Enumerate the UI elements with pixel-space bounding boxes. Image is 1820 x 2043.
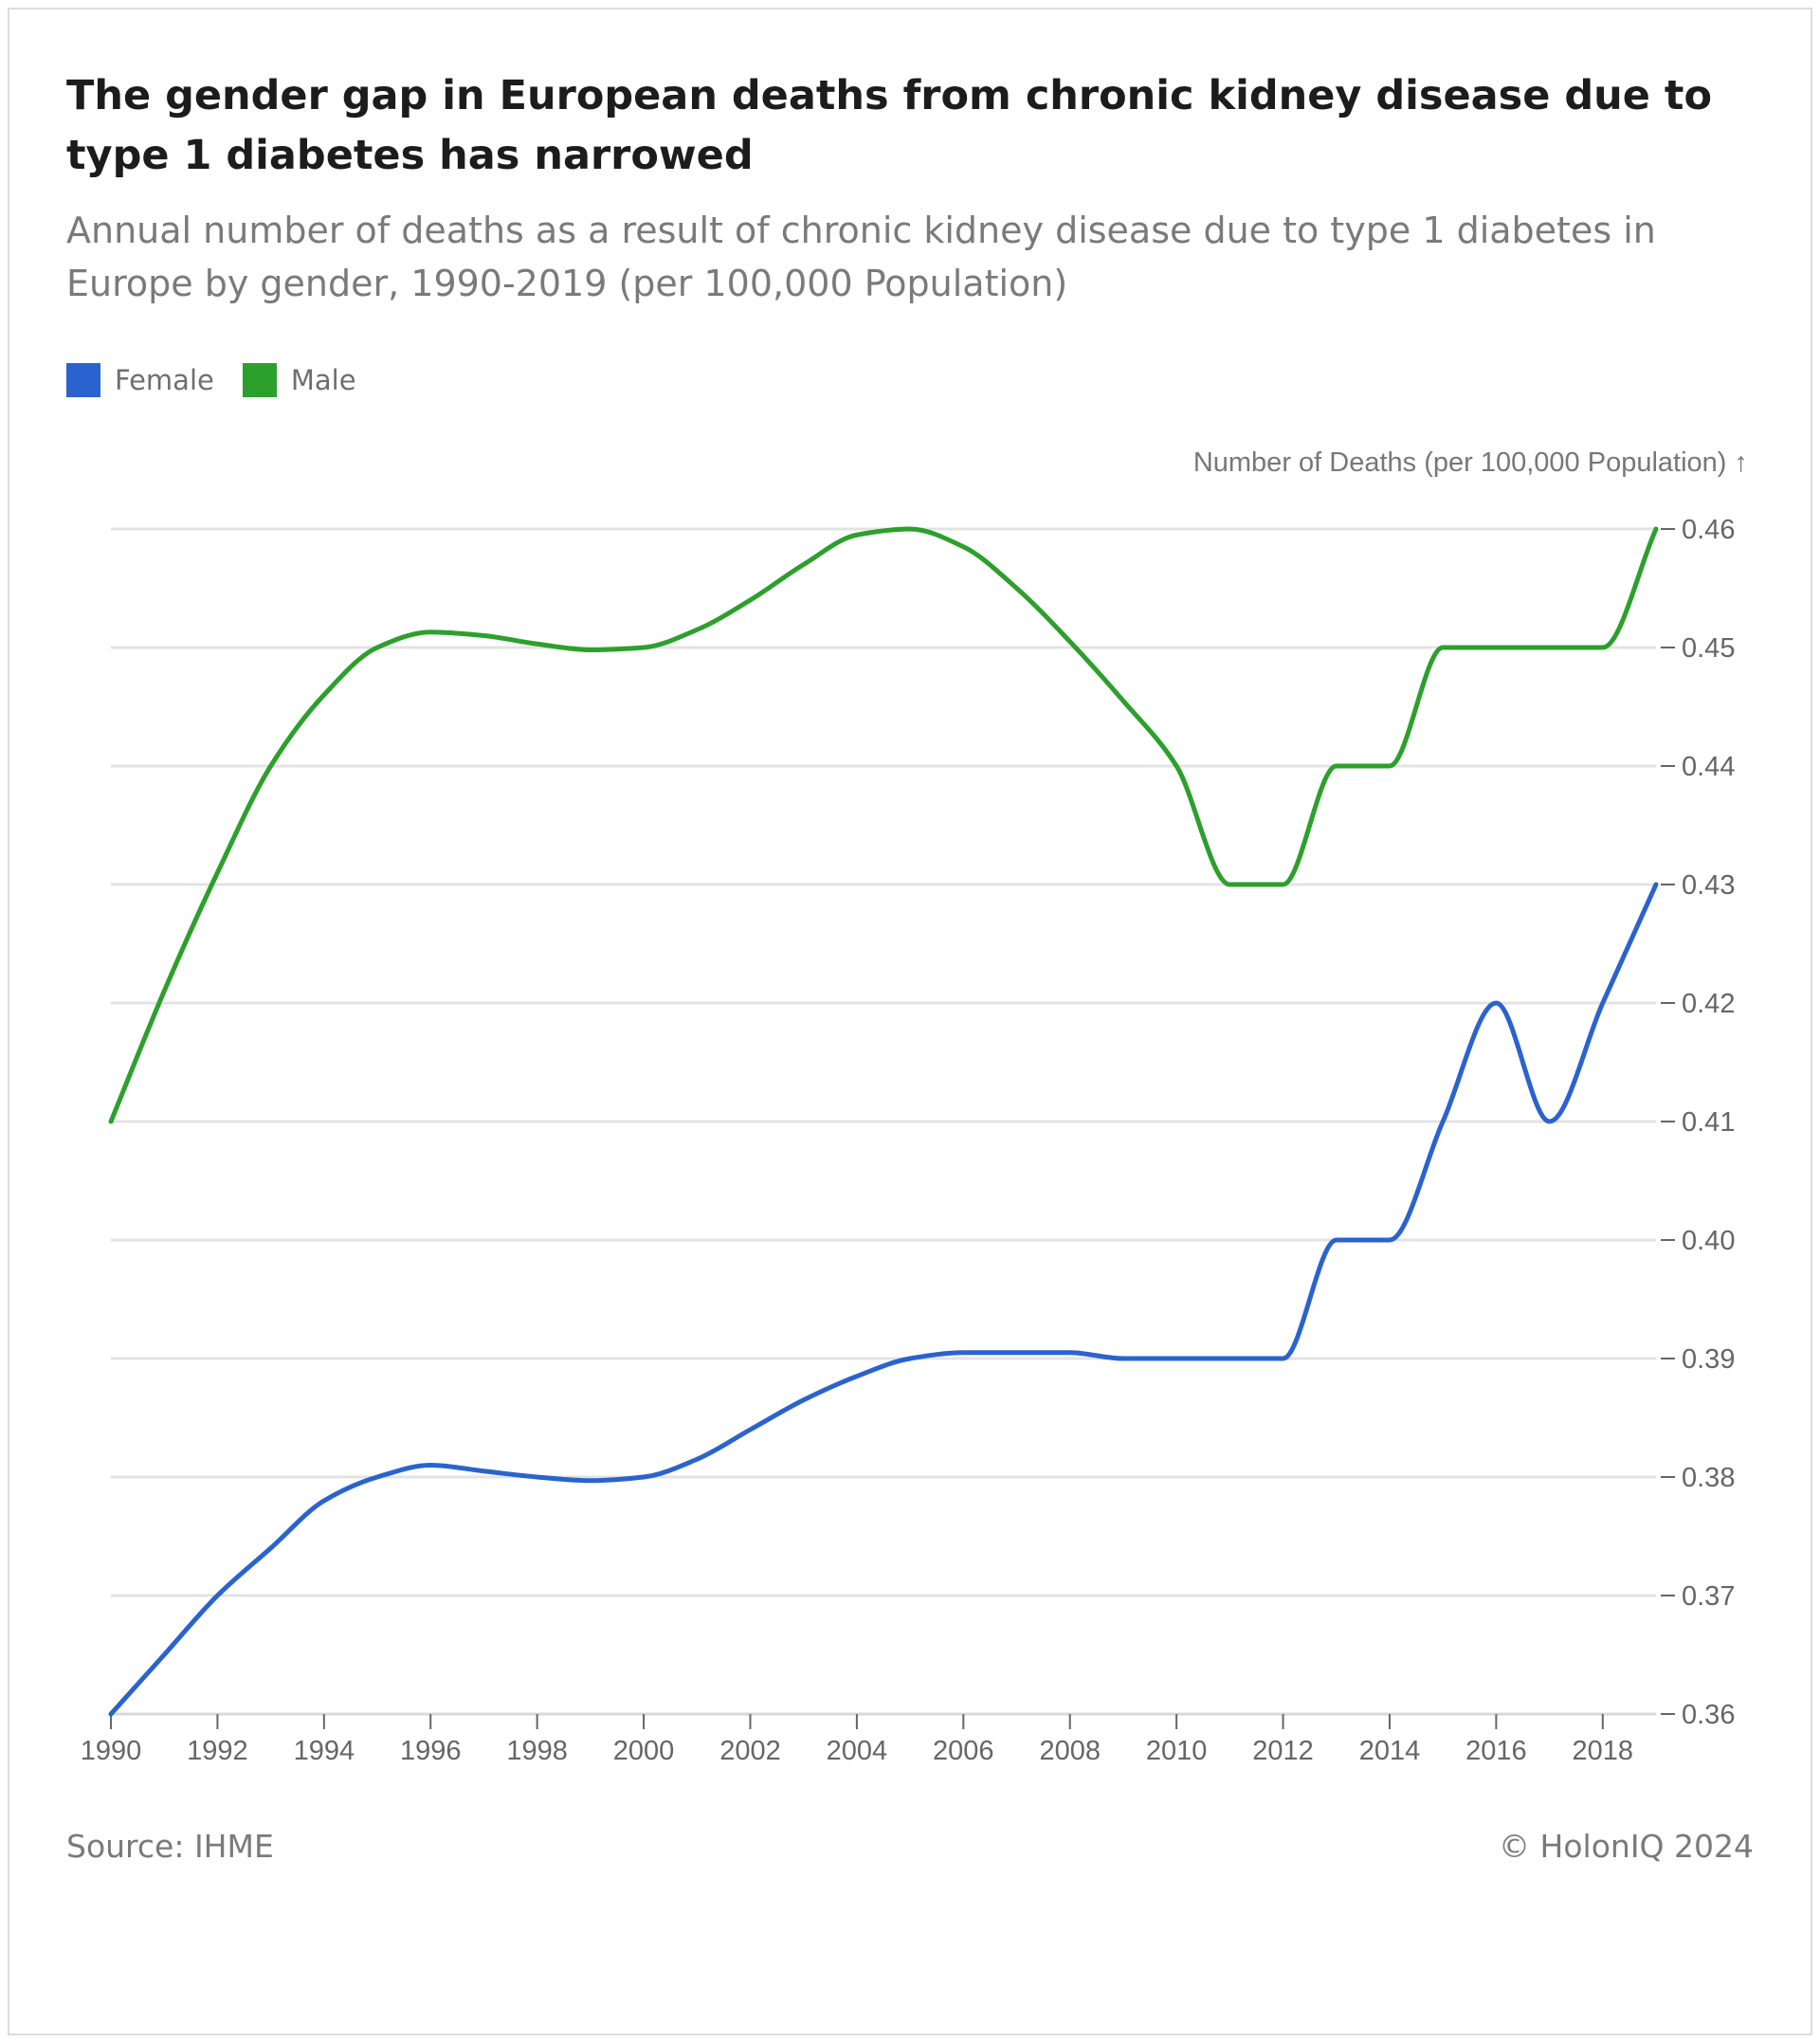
legend-swatch-female — [66, 363, 100, 397]
legend-label-female: Female — [115, 364, 214, 396]
y-tick-label: 0.46 — [1682, 515, 1735, 545]
y-tick-label: 0.36 — [1682, 1700, 1735, 1730]
y-axis-title: Number of Deaths (per 100,000 Population… — [1192, 447, 1748, 478]
y-tick-label: 0.38 — [1682, 1463, 1735, 1493]
x-tick-label: 2008 — [1039, 1736, 1101, 1766]
y-tick-label: 0.39 — [1682, 1344, 1735, 1375]
legend-item-male[interactable]: Male — [242, 363, 356, 397]
y-tick-label: 0.40 — [1682, 1226, 1735, 1256]
x-tick-label: 1992 — [187, 1736, 248, 1766]
y-tick-label: 0.45 — [1682, 633, 1735, 664]
x-tick-label: 2004 — [827, 1736, 888, 1766]
y-tick-label: 0.42 — [1682, 989, 1735, 1019]
x-tick-label: 1994 — [294, 1736, 355, 1766]
x-tick-label: 2012 — [1252, 1736, 1314, 1766]
x-tick-label: 2002 — [719, 1736, 781, 1766]
series-line-male — [108, 526, 1659, 1124]
x-tick-label: 2006 — [933, 1736, 994, 1766]
x-tick-label: 1990 — [81, 1736, 142, 1766]
chart-title: The gender gap in European deaths from c… — [66, 72, 1713, 179]
legend-swatch-male — [242, 363, 277, 397]
y-tick-label: 0.44 — [1682, 752, 1735, 782]
chart-subtitle: Annual number of deaths as a result of c… — [66, 210, 1656, 304]
x-tick-label: 1996 — [400, 1736, 462, 1766]
x-tick-label: 2000 — [613, 1736, 675, 1766]
legend-item-female[interactable]: Female — [66, 363, 214, 397]
series-line-female — [108, 882, 1659, 1717]
x-tick-label: 1998 — [506, 1736, 568, 1766]
copyright-note: © HolonIQ 2024 — [1499, 1828, 1754, 1865]
source-note: Source: IHME — [66, 1828, 274, 1865]
y-tick-label: 0.41 — [1682, 1107, 1735, 1138]
x-tick-label: 2010 — [1146, 1736, 1208, 1766]
x-tick-label: 2014 — [1359, 1736, 1421, 1766]
y-tick-label: 0.37 — [1682, 1581, 1735, 1612]
legend: Female Male — [66, 363, 385, 397]
x-tick-label: 2016 — [1465, 1736, 1527, 1766]
y-tick-label: 0.43 — [1682, 870, 1735, 901]
x-tick-label: 2018 — [1573, 1736, 1634, 1766]
legend-label-male: Male — [290, 364, 356, 396]
